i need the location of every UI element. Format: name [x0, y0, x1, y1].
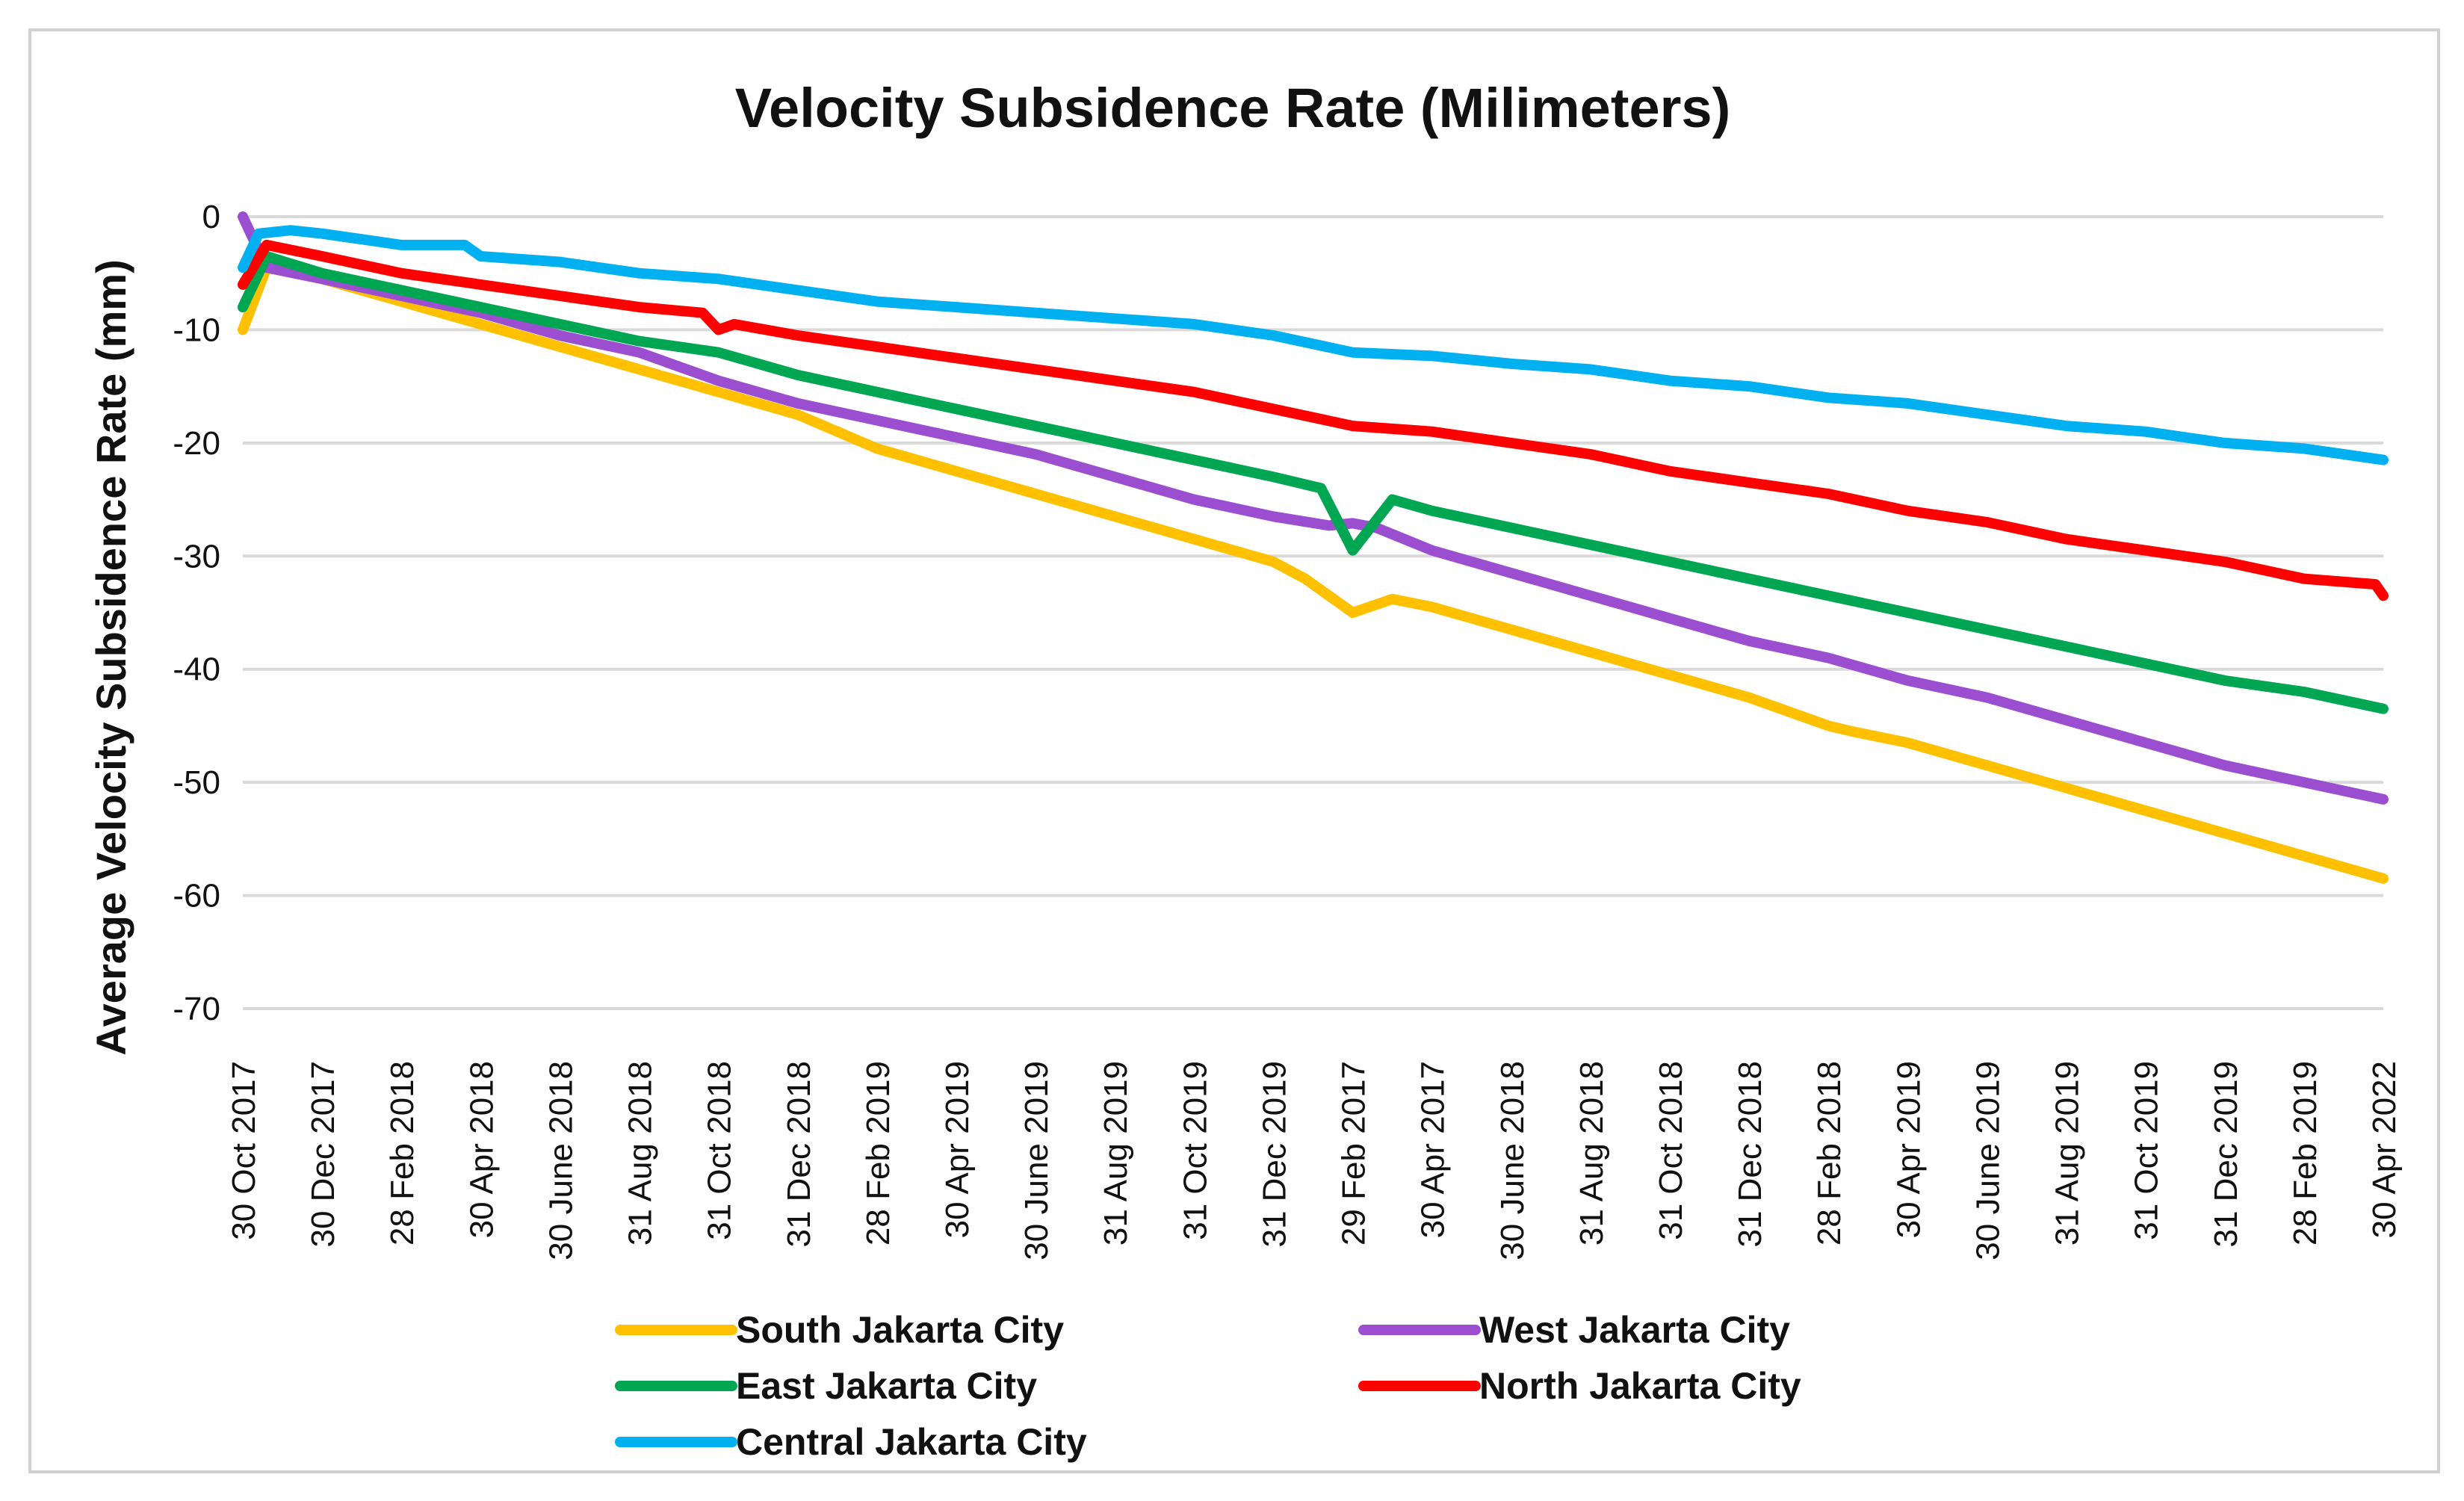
y-tick-label: -60 — [173, 878, 220, 914]
x-tick-label: 28 Feb 2018 — [1811, 1061, 1848, 1245]
x-tick-label: 31 Dec 2019 — [1256, 1061, 1293, 1248]
series-line-west-jakarta-city — [238, 211, 2389, 805]
series-line-south-jakarta-city — [238, 262, 2389, 884]
y-tick-label: -20 — [173, 425, 220, 462]
x-tick-label: 30 Dec 2017 — [305, 1061, 341, 1248]
x-tick-label: 28 Feb 2019 — [860, 1061, 897, 1245]
y-tick-label: -50 — [173, 764, 220, 801]
series-line-north-jakarta-city — [238, 239, 2389, 601]
x-tick-label: 30 June 2019 — [1969, 1061, 2006, 1260]
y-axis-label: Average Velocity Subsidence Rate (mm) — [87, 259, 134, 1055]
y-tick-label: -40 — [173, 652, 220, 688]
legend-label-south-jakarta-city: South Jakarta City — [736, 1309, 1064, 1351]
x-tick-label: 31 Oct 2019 — [1177, 1061, 1213, 1240]
y-tick-label: -10 — [173, 312, 220, 348]
legend-label-west-jakarta-city: West Jakarta City — [1479, 1309, 1790, 1351]
legend-label-east-jakarta-city: East Jakarta City — [736, 1365, 1037, 1407]
x-tick-label: 30 Apr 2018 — [463, 1061, 500, 1238]
legend: South Jakarta City West Jakarta City East … — [615, 1309, 1801, 1463]
x-tick-label: 30 June 2018 — [542, 1061, 579, 1260]
x-tick-label: 31 Aug 2019 — [2049, 1061, 2086, 1245]
legend-label-central-jakarta-city: Central Jakarta City — [736, 1421, 1087, 1463]
y-tick-label: 0 — [202, 199, 220, 235]
legend-label-north-jakarta-city: North Jakarta City — [1479, 1365, 1801, 1407]
x-tick-label: 30 Apr 2017 — [1415, 1061, 1452, 1238]
x-tick-label: 30 June 2019 — [1018, 1061, 1055, 1260]
y-axis-ticks: 0 -10 -20 -30 -40 -50 -60 -70 — [173, 199, 220, 1027]
x-tick-label: 31 Aug 2018 — [622, 1061, 659, 1245]
x-axis-ticks: 30 Oct 2017 30 Dec 2017 28 Feb 2018 30 Apr … — [226, 1061, 2403, 1260]
y-tick-label: -70 — [173, 991, 220, 1027]
series-line-central-jakarta-city — [238, 225, 2389, 465]
x-tick-label: 31 Oct 2019 — [2129, 1061, 2165, 1240]
x-tick-label: 31 Oct 2018 — [1653, 1061, 1689, 1240]
x-tick-label: 28 Feb 2019 — [2287, 1061, 2324, 1245]
x-tick-label: 30 June 2018 — [1494, 1061, 1531, 1260]
x-tick-label: 31 Dec 2018 — [781, 1061, 817, 1248]
x-tick-label: 30 Apr 2022 — [2366, 1061, 2403, 1238]
series-lines — [238, 211, 2389, 884]
x-tick-label: 30 Apr 2019 — [1890, 1061, 1927, 1238]
x-tick-label: 31 Oct 2018 — [702, 1061, 738, 1240]
x-tick-label: 29 Feb 2017 — [1336, 1061, 1372, 1245]
chart-frame — [28, 28, 2440, 1473]
series-line-east-jakarta-city — [238, 251, 2389, 714]
x-tick-label: 31 Aug 2019 — [1098, 1061, 1134, 1245]
x-tick-label: 30 Apr 2019 — [939, 1061, 976, 1238]
chart-title: Velocity Subsidence Rate (Milimeters) — [735, 77, 1730, 139]
x-tick-label: 28 Feb 2018 — [384, 1061, 421, 1245]
x-tick-label: 31 Aug 2018 — [1573, 1061, 1610, 1245]
x-tick-label: 31 Dec 2019 — [2208, 1061, 2244, 1248]
y-tick-label: -30 — [173, 538, 220, 575]
x-tick-label: 30 Oct 2017 — [226, 1061, 262, 1240]
x-tick-label: 31 Dec 2018 — [1732, 1061, 1768, 1248]
